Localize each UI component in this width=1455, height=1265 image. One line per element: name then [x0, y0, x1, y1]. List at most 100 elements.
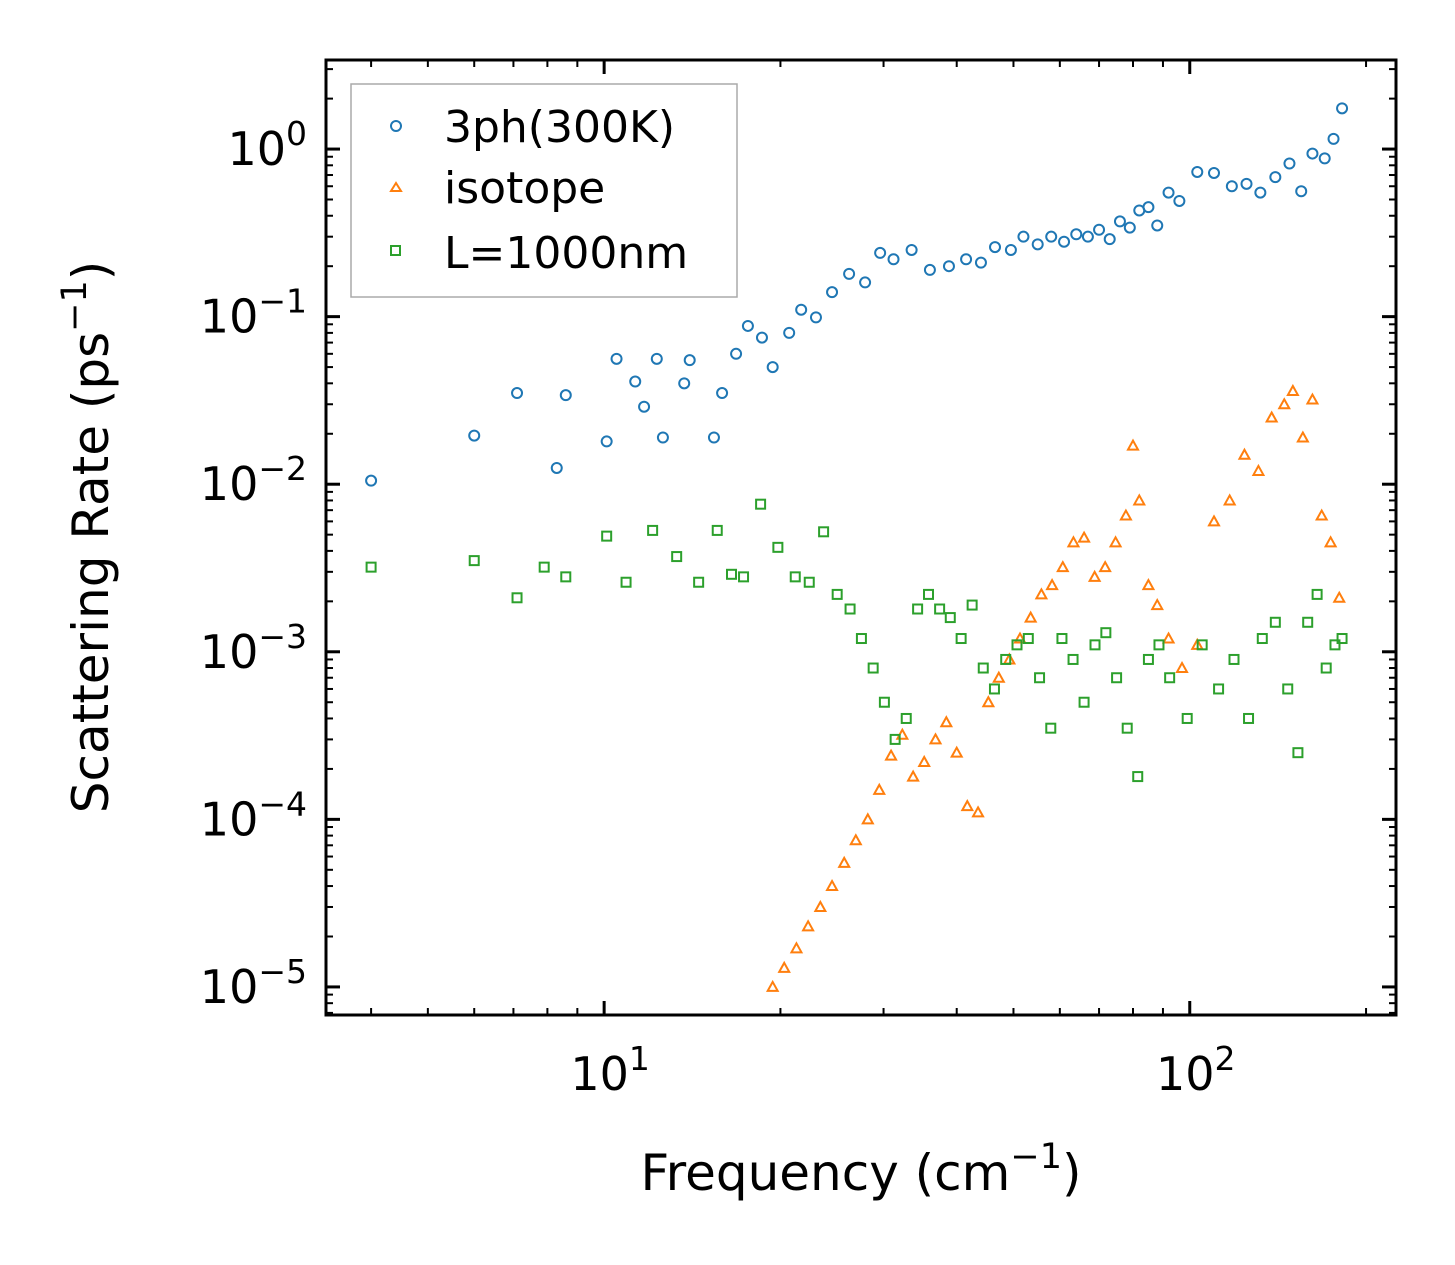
point-isotope-47: [1296, 430, 1310, 443]
point-l-1000nm-25: [912, 603, 924, 615]
point-3ph-300k-6: [610, 352, 623, 365]
point-l-1000nm-11: [726, 568, 738, 580]
point-l-1000nm-49: [1181, 712, 1193, 724]
point-l-1000nm-32: [988, 683, 1000, 695]
y-tick-label-2: 10−2: [200, 449, 307, 511]
point-3ph-300k-12: [683, 354, 696, 367]
point-isotope-46: [1286, 383, 1300, 396]
point-isotope-38: [1175, 660, 1189, 674]
point-l-1000nm-29: [955, 633, 967, 645]
point-l-1000nm-44: [1121, 722, 1133, 734]
point-3ph-300k-17: [755, 331, 768, 344]
point-l-1000nm-0: [365, 561, 377, 573]
point-l-1000nm-16: [803, 576, 815, 588]
point-isotope-31: [1108, 535, 1123, 548]
point-l-1000nm-58: [1302, 616, 1314, 628]
point-isotope-13: [917, 754, 931, 767]
point-3ph-300k-59: [1327, 132, 1340, 145]
legend-label-isotope: isotope: [444, 163, 605, 214]
point-isotope-25: [1045, 578, 1059, 591]
point-3ph-300k-58: [1318, 152, 1331, 165]
point-3ph-300k-0: [365, 474, 378, 487]
point-l-1000nm-62: [1336, 633, 1348, 645]
point-l-1000nm-12: [738, 571, 750, 583]
point-3ph-300k-4: [559, 389, 572, 402]
point-3ph-300k-33: [1004, 243, 1017, 256]
point-isotope-17: [960, 799, 975, 812]
point-3ph-300k-46: [1151, 219, 1164, 232]
point-isotope-10: [884, 748, 898, 761]
point-l-1000nm-48: [1164, 672, 1176, 684]
point-isotope-2: [789, 941, 804, 954]
point-isotope-16: [950, 745, 964, 758]
legend-box: [350, 83, 738, 298]
point-3ph-300k-13: [707, 431, 720, 444]
point-l-1000nm-34: [1011, 639, 1023, 651]
point-l-1000nm-42: [1100, 627, 1112, 639]
point-isotope-14: [928, 732, 943, 745]
point-l-1000nm-3: [538, 561, 550, 573]
point-3ph-300k-47: [1162, 186, 1175, 199]
point-3ph-300k-21: [809, 311, 822, 324]
point-isotope-23: [1023, 610, 1038, 623]
point-l-1000nm-43: [1111, 672, 1123, 684]
point-isotope-45: [1277, 397, 1291, 410]
point-3ph-300k-55: [1283, 157, 1296, 170]
point-l-1000nm-26: [923, 588, 935, 600]
point-l-1000nm-9: [693, 576, 705, 588]
point-l-1000nm-23: [889, 733, 901, 745]
point-isotope-48: [1305, 392, 1320, 405]
point-l-1000nm-54: [1256, 633, 1268, 645]
point-l-1000nm-35: [1022, 633, 1034, 645]
point-3ph-300k-25: [874, 246, 887, 259]
point-3ph-300k-5: [600, 435, 613, 448]
point-l-1000nm-56: [1282, 683, 1294, 695]
point-3ph-300k-22: [826, 286, 839, 299]
point-3ph-300k-52: [1240, 177, 1253, 190]
point-l-1000nm-46: [1142, 653, 1154, 665]
point-l-1000nm-24: [900, 712, 912, 724]
point-isotope-19: [981, 695, 996, 708]
y-tick-label-4: 10−4: [200, 784, 307, 846]
point-isotope-22: [1013, 631, 1027, 644]
point-3ph-300k-40: [1093, 223, 1106, 236]
x-tick-label-0: 101: [570, 1039, 650, 1101]
point-l-1000nm-61: [1329, 639, 1341, 651]
point-3ph-300k-49: [1191, 165, 1204, 178]
point-l-1000nm-6: [620, 576, 632, 588]
point-l-1000nm-17: [818, 526, 830, 538]
point-l-1000nm-52: [1228, 653, 1240, 665]
point-3ph-300k-28: [923, 263, 936, 276]
point-3ph-300k-1: [468, 429, 481, 442]
point-isotope-43: [1251, 463, 1266, 476]
point-3ph-300k-45: [1142, 201, 1155, 214]
point-isotope-35: [1141, 578, 1156, 591]
point-l-1000nm-33: [1000, 653, 1012, 665]
point-l-1000nm-57: [1292, 747, 1304, 759]
point-l-1000nm-14: [772, 541, 784, 553]
point-3ph-300k-9: [650, 352, 663, 365]
point-l-1000nm-1: [468, 555, 480, 567]
point-l-1000nm-40: [1078, 696, 1090, 708]
point-3ph-300k-34: [1017, 230, 1030, 243]
point-isotope-18: [971, 805, 985, 818]
point-l-1000nm-20: [855, 633, 867, 645]
point-3ph-300k-19: [783, 326, 796, 339]
point-3ph-300k-23: [843, 267, 856, 280]
point-3ph-300k-14: [716, 387, 729, 400]
point-3ph-300k-36: [1045, 230, 1058, 243]
point-isotope-4: [813, 899, 828, 912]
point-isotope-9: [872, 782, 886, 795]
point-3ph-300k-8: [638, 400, 651, 413]
point-l-1000nm-13: [755, 498, 767, 510]
point-l-1000nm-19: [844, 603, 856, 615]
point-3ph-300k-38: [1070, 228, 1083, 241]
point-l-1000nm-22: [878, 696, 890, 708]
point-isotope-27: [1066, 535, 1081, 548]
point-isotope-0: [765, 979, 780, 992]
point-isotope-37: [1161, 631, 1176, 644]
point-l-1000nm-53: [1243, 712, 1255, 724]
point-isotope-7: [849, 833, 863, 846]
legend-label-l1000nm: L=1000nm: [444, 228, 688, 279]
point-isotope-51: [1332, 590, 1346, 603]
